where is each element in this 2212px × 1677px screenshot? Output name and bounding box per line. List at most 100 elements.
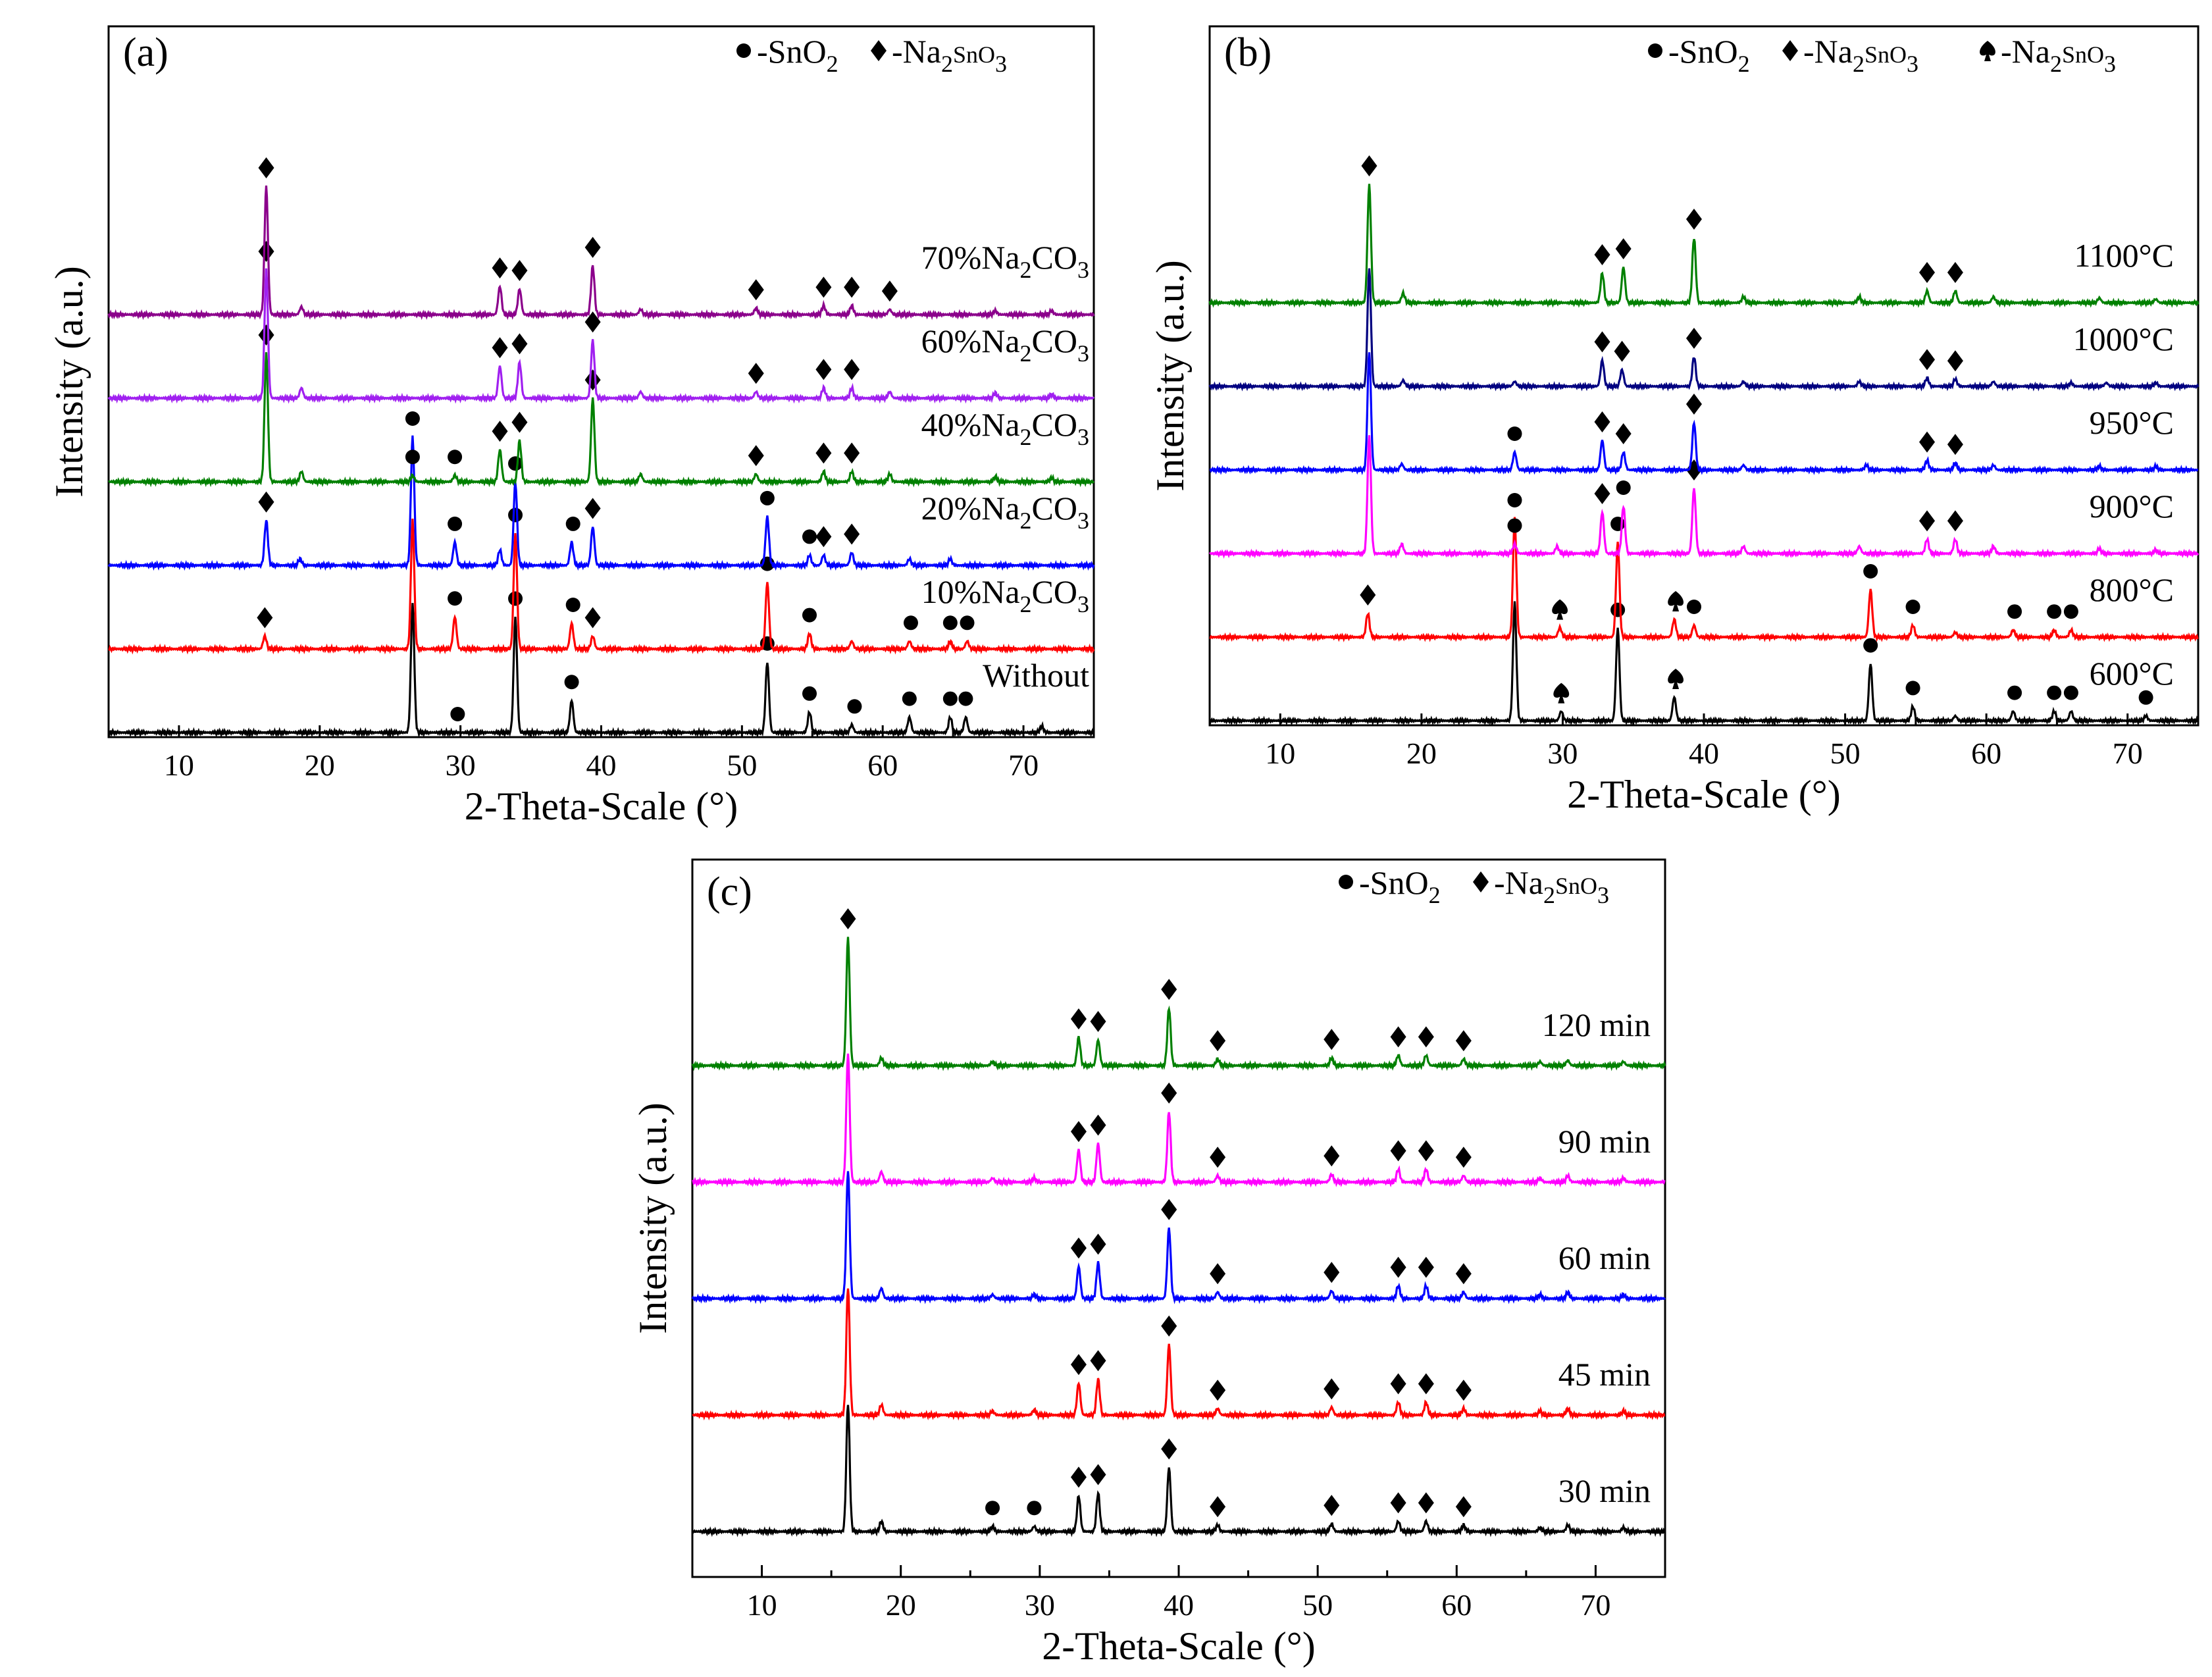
sno2-marker	[405, 411, 420, 426]
na2sno3-marker	[844, 442, 860, 464]
na2sno3-marker	[1615, 238, 1632, 259]
na2sno3-marker	[840, 908, 856, 929]
legend-label: -Na2SnO3	[892, 33, 1007, 77]
na2sno3-marker	[1947, 434, 1963, 455]
na2sno3-marker	[1418, 1492, 1434, 1514]
na2sno3-marker	[258, 241, 274, 262]
series-1100-C: 1100°C	[1208, 155, 2199, 308]
panel-label: (a)	[123, 30, 168, 75]
y-axis-label: Intensity (a.u.)	[631, 1102, 675, 1334]
x-tick-label: 20	[305, 748, 335, 782]
pattern-line	[1208, 184, 2199, 308]
na2sno3-spade-marker	[1668, 591, 1684, 611]
na2sno3-marker	[492, 257, 508, 279]
na2sno3-marker	[1324, 1145, 1340, 1167]
sno2-marker	[2007, 685, 2022, 700]
sno2-marker	[847, 699, 862, 714]
x-axis-label: 2-Theta-Scale (°)	[465, 785, 738, 828]
na2sno3-marker	[1390, 1256, 1406, 1278]
legend-label: -Na2SnO3	[2001, 33, 2116, 77]
x-tick-label: 40	[1164, 1588, 1194, 1622]
na2sno3-marker	[1919, 349, 1936, 371]
sno2-marker	[2138, 690, 2153, 705]
legend-marker	[1648, 43, 1662, 58]
na2sno3-marker	[1455, 1030, 1472, 1052]
sno2-marker	[448, 450, 463, 465]
series-950-C: 950°C	[1209, 352, 2199, 476]
sno2-marker	[565, 598, 580, 612]
pattern-line	[691, 937, 1666, 1071]
na2sno3-marker	[815, 442, 832, 464]
na2sno3-marker	[258, 324, 274, 346]
na2sno3-marker	[844, 523, 860, 545]
na2sno3-marker	[584, 369, 601, 391]
series-label: 1000°C	[2073, 321, 2174, 357]
pattern-line	[107, 435, 1095, 571]
series-label: 10%Na2CO3	[921, 573, 1089, 617]
sno2-marker	[2047, 604, 2062, 619]
legend-marker	[1782, 40, 1798, 61]
na2sno3-marker	[1070, 1121, 1087, 1143]
x-tick-label: 10	[164, 748, 194, 782]
panel-label: (b)	[1224, 30, 1272, 75]
sno2-marker	[802, 529, 817, 544]
x-tick-label: 70	[1580, 1588, 1610, 1622]
legend-marker	[871, 40, 887, 61]
pattern-line	[108, 519, 1095, 655]
na2sno3-marker	[844, 359, 860, 380]
na2sno3-marker	[1070, 1466, 1087, 1488]
pattern-line	[692, 1288, 1666, 1421]
sno2-marker	[508, 507, 523, 523]
na2sno3-marker	[1594, 331, 1610, 353]
series-600-C: 600°C	[1208, 601, 2199, 726]
series-10-Na2CO3: 10%Na2CO3	[108, 507, 1095, 655]
x-tick-label: 30	[1025, 1588, 1055, 1622]
pattern-line	[108, 352, 1095, 488]
na2sno3-marker	[1070, 1008, 1087, 1030]
na2sno3-marker	[1360, 584, 1376, 606]
na2sno3-marker	[881, 280, 898, 302]
x-tick-label: 50	[1830, 736, 1861, 770]
x-tick-label: 50	[727, 748, 757, 782]
pattern-line	[1208, 268, 2199, 392]
na2sno3-marker	[844, 276, 860, 298]
sno2-marker	[1616, 480, 1631, 495]
legend-marker	[1980, 41, 1995, 61]
na2sno3-marker	[1090, 1114, 1106, 1136]
na2sno3-spade-marker	[1668, 669, 1684, 689]
series-label: 950°C	[2090, 404, 2174, 441]
series-label: 600°C	[2090, 655, 2174, 692]
na2sno3-marker	[1390, 1373, 1406, 1395]
series-label: 90 min	[1558, 1123, 1651, 1160]
x-tick-label: 60	[867, 748, 898, 782]
pattern-line	[1208, 435, 2199, 559]
sno2-marker	[448, 516, 463, 531]
sno2-marker	[508, 591, 523, 606]
na2sno3-marker	[1210, 1147, 1226, 1168]
sno2-marker	[564, 675, 579, 690]
na2sno3-marker	[1210, 1380, 1226, 1401]
x-tick-label: 30	[1547, 736, 1578, 770]
series-label: 60%Na2CO3	[921, 322, 1089, 367]
series-90-min: 90 min	[692, 1053, 1666, 1188]
na2sno3-marker	[1947, 350, 1963, 372]
series-40-Na2CO3: 40%Na2CO3	[108, 324, 1095, 488]
x-tick-label: 30	[446, 748, 476, 782]
sno2-marker	[565, 516, 580, 531]
x-tick-label: 40	[586, 748, 617, 782]
x-tick-label: 20	[1406, 736, 1437, 770]
x-tick-label: 10	[1265, 736, 1295, 770]
sno2-marker	[1686, 600, 1701, 614]
na2sno3-marker	[1361, 155, 1377, 176]
na2sno3-marker	[815, 526, 832, 548]
sno2-marker	[2007, 604, 2022, 619]
na2sno3-marker	[1161, 1199, 1177, 1220]
na2sno3-marker	[1210, 1496, 1226, 1518]
series-60-Na2CO3: 60%Na2CO3	[107, 241, 1095, 404]
sno2-marker	[960, 615, 975, 631]
na2sno3-marker	[1390, 1140, 1406, 1162]
sno2-marker	[1863, 638, 1878, 653]
sno2-marker	[448, 591, 463, 606]
na2sno3-marker	[1615, 423, 1632, 444]
series-label: Without	[983, 657, 1089, 694]
